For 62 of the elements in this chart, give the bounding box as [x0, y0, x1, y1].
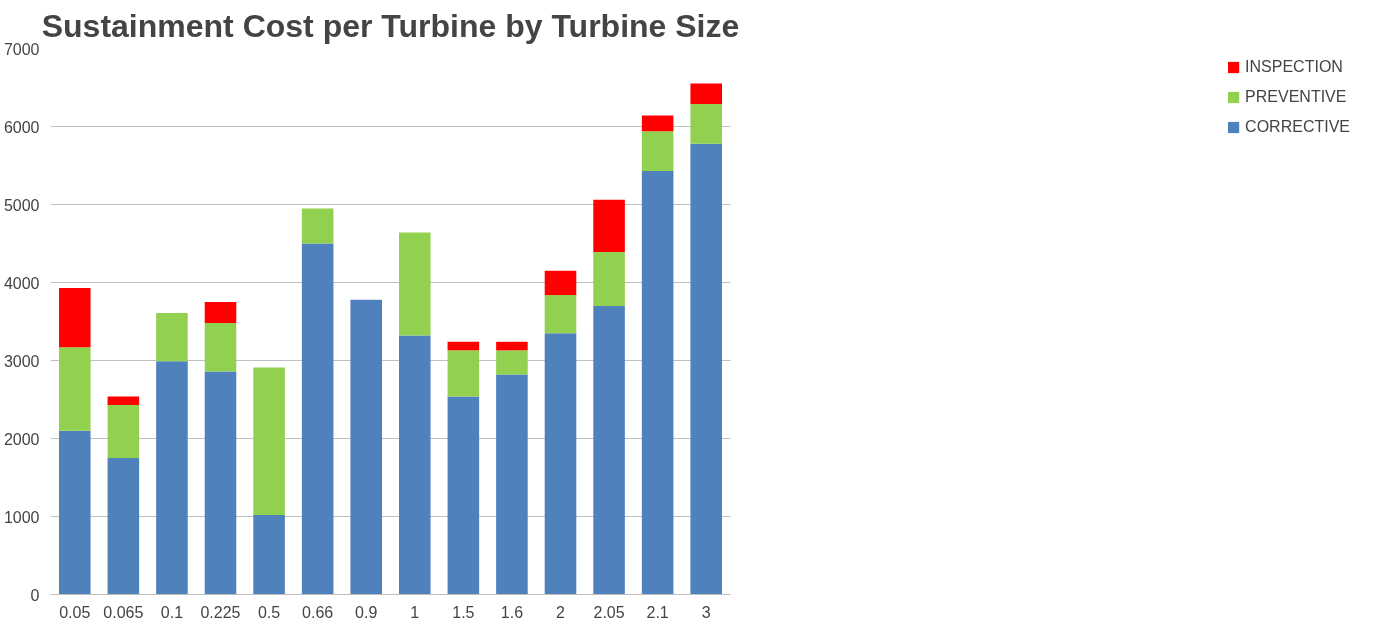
- bar: [156, 312, 188, 362]
- bar: [301, 243, 334, 595]
- bar: [447, 341, 480, 351]
- bar: [544, 270, 577, 295]
- bar: [107, 458, 140, 595]
- legend-label: CORRECTIVE: [1245, 118, 1350, 136]
- bar: [447, 396, 480, 595]
- x-tick-label: 2: [556, 603, 566, 621]
- y-tick-label: 7000: [3, 40, 40, 58]
- chart-title: Sustainment Cost per Turbine by Turbine Size: [41, 7, 740, 44]
- bar: [641, 170, 674, 595]
- x-tick-label: 2.1: [646, 603, 669, 621]
- bar: [496, 374, 528, 595]
- bar: [690, 103, 722, 144]
- legend-label: PREVENTIVE: [1245, 88, 1347, 106]
- bar: [690, 143, 722, 595]
- bar: [59, 347, 91, 431]
- x-tick-label: 0.225: [200, 603, 241, 621]
- bar: [59, 430, 91, 595]
- x-tick-label: 2.05: [593, 603, 625, 621]
- bar: [253, 367, 285, 515]
- bar: [350, 299, 382, 595]
- bar: [641, 131, 674, 171]
- x-tick-label: 0.05: [59, 603, 91, 621]
- x-tick-label: 1: [410, 603, 420, 621]
- legend-label: INSPECTION: [1245, 58, 1343, 76]
- x-tick-label: 1.6: [500, 603, 524, 621]
- y-tick-label: 4000: [3, 274, 40, 292]
- x-tick-label: 0.66: [302, 603, 334, 621]
- x-tick-label: 1.5: [452, 603, 475, 621]
- x-tick-label: 0.1: [160, 603, 184, 621]
- x-tick-label: 0.5: [257, 603, 281, 621]
- y-tick-label: 3000: [3, 352, 40, 370]
- bar: [544, 294, 577, 334]
- bar: [593, 252, 625, 306]
- y-tick-label: 5000: [3, 196, 40, 214]
- bar: [107, 396, 140, 405]
- bar: [204, 371, 237, 595]
- bar: [399, 335, 431, 595]
- x-tick-label: 3: [701, 603, 711, 621]
- x-tick-label: 0.065: [103, 603, 144, 621]
- bar: [544, 333, 577, 595]
- bar: [107, 404, 140, 458]
- bar: [690, 83, 722, 104]
- bar: [156, 361, 188, 595]
- bar: [593, 305, 625, 595]
- bar: [59, 287, 91, 348]
- y-tick-label: 0: [30, 586, 40, 604]
- bar: [204, 323, 237, 372]
- bar: [447, 350, 480, 397]
- x-tick-label: 0.9: [355, 603, 378, 621]
- bar: [301, 208, 334, 244]
- bar: [593, 199, 625, 253]
- bar: [399, 232, 431, 336]
- bar: [496, 341, 528, 351]
- bar: [496, 350, 528, 375]
- bar: [253, 514, 285, 595]
- y-tick-label: 1000: [3, 508, 40, 526]
- bar: [641, 115, 674, 132]
- y-tick-label: 6000: [3, 118, 40, 136]
- bar: [204, 302, 237, 324]
- y-tick-label: 2000: [3, 430, 40, 448]
